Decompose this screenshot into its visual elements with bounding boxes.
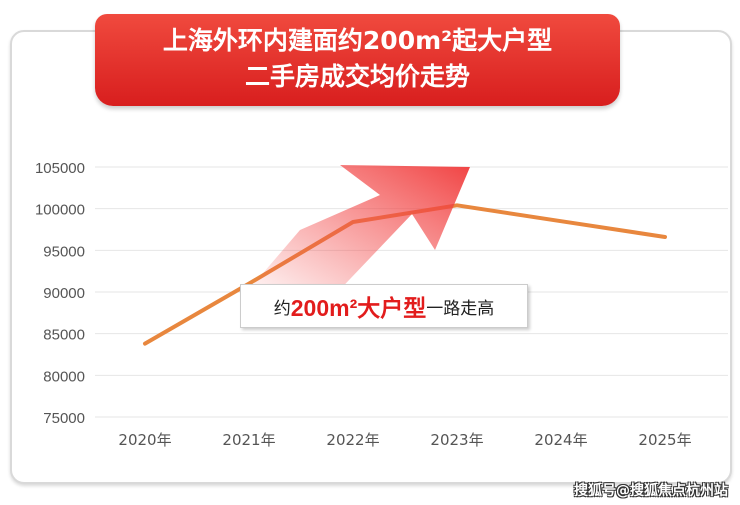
title-line-1: 上海外环内建面约200m²起大户型	[162, 26, 553, 55]
x-tick-label: 2024年	[534, 431, 587, 449]
y-tick-label: 75000	[43, 410, 85, 427]
y-tick-label: 105000	[35, 160, 85, 177]
x-tick-label: 2020年	[118, 431, 171, 449]
x-tick-label: 2023年	[430, 431, 483, 449]
y-tick-label: 85000	[43, 327, 85, 344]
annotation-callout: 约 200m²大户型 一路走高	[240, 284, 528, 328]
y-tick-label: 95000	[43, 243, 85, 260]
annotation-highlight: 200m²大户型	[290, 295, 427, 321]
trend-arrow	[240, 165, 470, 300]
title-line-2: 二手房成交均价走势	[244, 62, 470, 91]
y-tick-label: 80000	[43, 368, 85, 385]
y-tick-label: 90000	[43, 285, 85, 302]
watermark: 搜狐号@搜狐焦点杭州站	[574, 483, 728, 499]
x-tick-label: 2021年	[222, 431, 275, 449]
x-tick-label: 2025年	[638, 431, 691, 449]
title-banner: 上海外环内建面约200m²起大户型 二手房成交均价走势	[95, 14, 620, 106]
annotation-suffix: 一路走高	[426, 298, 495, 319]
x-tick-label: 2022年	[326, 431, 379, 449]
y-tick-label: 100000	[35, 202, 85, 219]
annotation-prefix: 约	[273, 298, 291, 319]
